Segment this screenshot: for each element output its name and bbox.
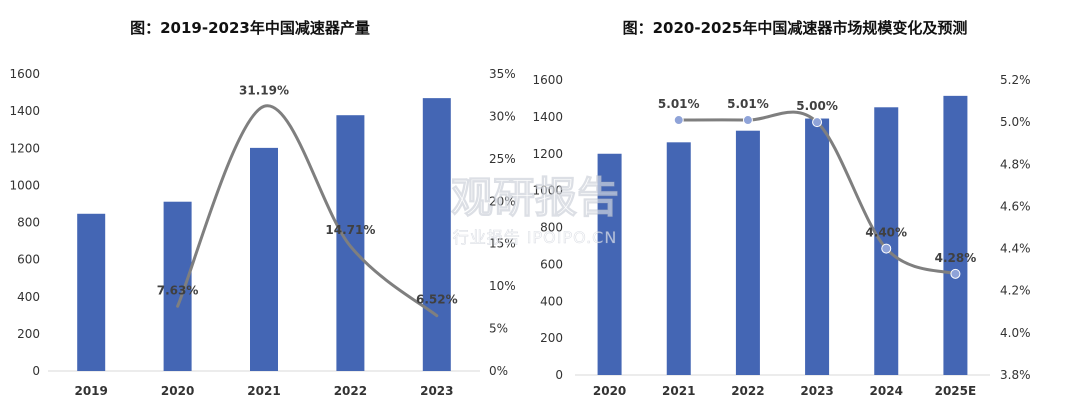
y-tick-label: 400 bbox=[540, 294, 563, 308]
y2-tick-label: 4.0% bbox=[1000, 326, 1031, 340]
line-marker bbox=[881, 243, 892, 254]
data-label: 4.28% bbox=[935, 251, 977, 265]
x-tick-label: 2024 bbox=[870, 384, 903, 398]
y2-tick-label: 5.2% bbox=[1000, 73, 1031, 87]
y2-tick-label: 4.4% bbox=[1000, 242, 1031, 256]
chart-production: 图：2019-2023年中国减速器产量 0 200 400 600 800 1000 120… bbox=[9, 19, 515, 398]
y-tick-label: 600 bbox=[540, 257, 563, 271]
chart-title: 图：2019-2023年中国减速器产量 bbox=[130, 19, 370, 37]
x-tick-label: 2021 bbox=[247, 384, 280, 398]
y-tick-label: 1000 bbox=[532, 184, 563, 198]
y2-tick-label: 30% bbox=[489, 109, 516, 123]
line-marker bbox=[950, 268, 961, 279]
bar bbox=[943, 95, 968, 375]
bar bbox=[805, 118, 830, 376]
watermark: 观研报告 行业报告 IPOIPO.CN bbox=[450, 173, 619, 248]
y-tick-label: 200 bbox=[17, 327, 40, 341]
bar bbox=[77, 213, 106, 371]
data-label: 14.71% bbox=[325, 223, 375, 237]
watermark-line2: 行业报告 IPOIPO.CN bbox=[453, 228, 618, 247]
y2-tick-label: 10% bbox=[489, 279, 516, 293]
bar bbox=[735, 130, 760, 375]
y-tick-label: 0 bbox=[32, 364, 40, 378]
data-label: 4.40% bbox=[865, 226, 907, 240]
x-tick-label: 2023 bbox=[800, 384, 833, 398]
y2-tick-label: 5.0% bbox=[1000, 115, 1031, 129]
y2-tick-label: 15% bbox=[489, 237, 516, 251]
line-marker bbox=[742, 115, 753, 126]
y-tick-label: 1200 bbox=[532, 147, 563, 161]
y-tick-label: 1600 bbox=[532, 73, 563, 87]
y2-tick-label: 35% bbox=[489, 67, 516, 81]
y2-tick-label: 4.2% bbox=[1000, 284, 1031, 298]
data-label: 31.19% bbox=[239, 83, 289, 97]
y2-tick-label: 0% bbox=[489, 364, 508, 378]
y-tick-label: 1000 bbox=[9, 178, 40, 192]
x-tick-label: 2020 bbox=[593, 384, 626, 398]
bar bbox=[163, 201, 192, 371]
y-tick-label: 600 bbox=[17, 253, 40, 267]
data-label: 5.01% bbox=[727, 97, 769, 111]
y2-tick-label: 4.6% bbox=[1000, 199, 1031, 213]
x-tick-label: 2020 bbox=[161, 384, 194, 398]
bar bbox=[250, 147, 278, 371]
y-tick-label: 800 bbox=[17, 216, 40, 230]
line-marker bbox=[812, 117, 823, 128]
y-tick-label: 1600 bbox=[9, 67, 40, 81]
y-tick-label: 1400 bbox=[9, 104, 40, 118]
y-tick-label: 400 bbox=[17, 290, 40, 304]
y2-tick-label: 25% bbox=[489, 152, 516, 166]
y-tick-label: 0 bbox=[555, 368, 563, 382]
x-tick-label: 2023 bbox=[420, 384, 453, 398]
chart-title: 图：2020-2025年中国减速器市场规模变化及预测 bbox=[623, 19, 968, 37]
bar bbox=[874, 107, 899, 375]
y-tick-label: 200 bbox=[540, 331, 563, 345]
data-label: 6.52% bbox=[416, 293, 458, 307]
y-tick-label: 1200 bbox=[9, 141, 40, 155]
y2-tick-label: 3.8% bbox=[1000, 368, 1031, 382]
y2-tick-label: 4.8% bbox=[1000, 157, 1031, 171]
bar bbox=[336, 115, 365, 372]
bar bbox=[597, 153, 622, 375]
x-tick-label: 2021 bbox=[662, 384, 695, 398]
bar bbox=[422, 98, 451, 371]
x-tick-label: 2022 bbox=[334, 384, 367, 398]
growth-line bbox=[677, 110, 957, 276]
line-marker bbox=[673, 115, 684, 126]
x-tick-label: 2025E bbox=[935, 384, 977, 398]
bar bbox=[666, 142, 691, 375]
y2-tick-label: 5% bbox=[489, 322, 508, 336]
y2-tick-label: 20% bbox=[489, 194, 516, 208]
chart-market-size: 图：2020-2025年中国减速器市场规模变化及预测 0 200 400 600 800… bbox=[532, 19, 1030, 398]
data-label: 5.00% bbox=[796, 99, 838, 113]
y-tick-label: 800 bbox=[540, 221, 563, 235]
growth-line bbox=[176, 104, 439, 318]
watermark-brand: 观研报告 bbox=[451, 173, 619, 222]
y-tick-label: 1400 bbox=[532, 110, 563, 124]
data-label: 5.01% bbox=[658, 97, 700, 111]
x-tick-label: 2022 bbox=[731, 384, 764, 398]
data-label: 7.63% bbox=[157, 283, 199, 297]
x-tick-label: 2019 bbox=[74, 384, 107, 398]
